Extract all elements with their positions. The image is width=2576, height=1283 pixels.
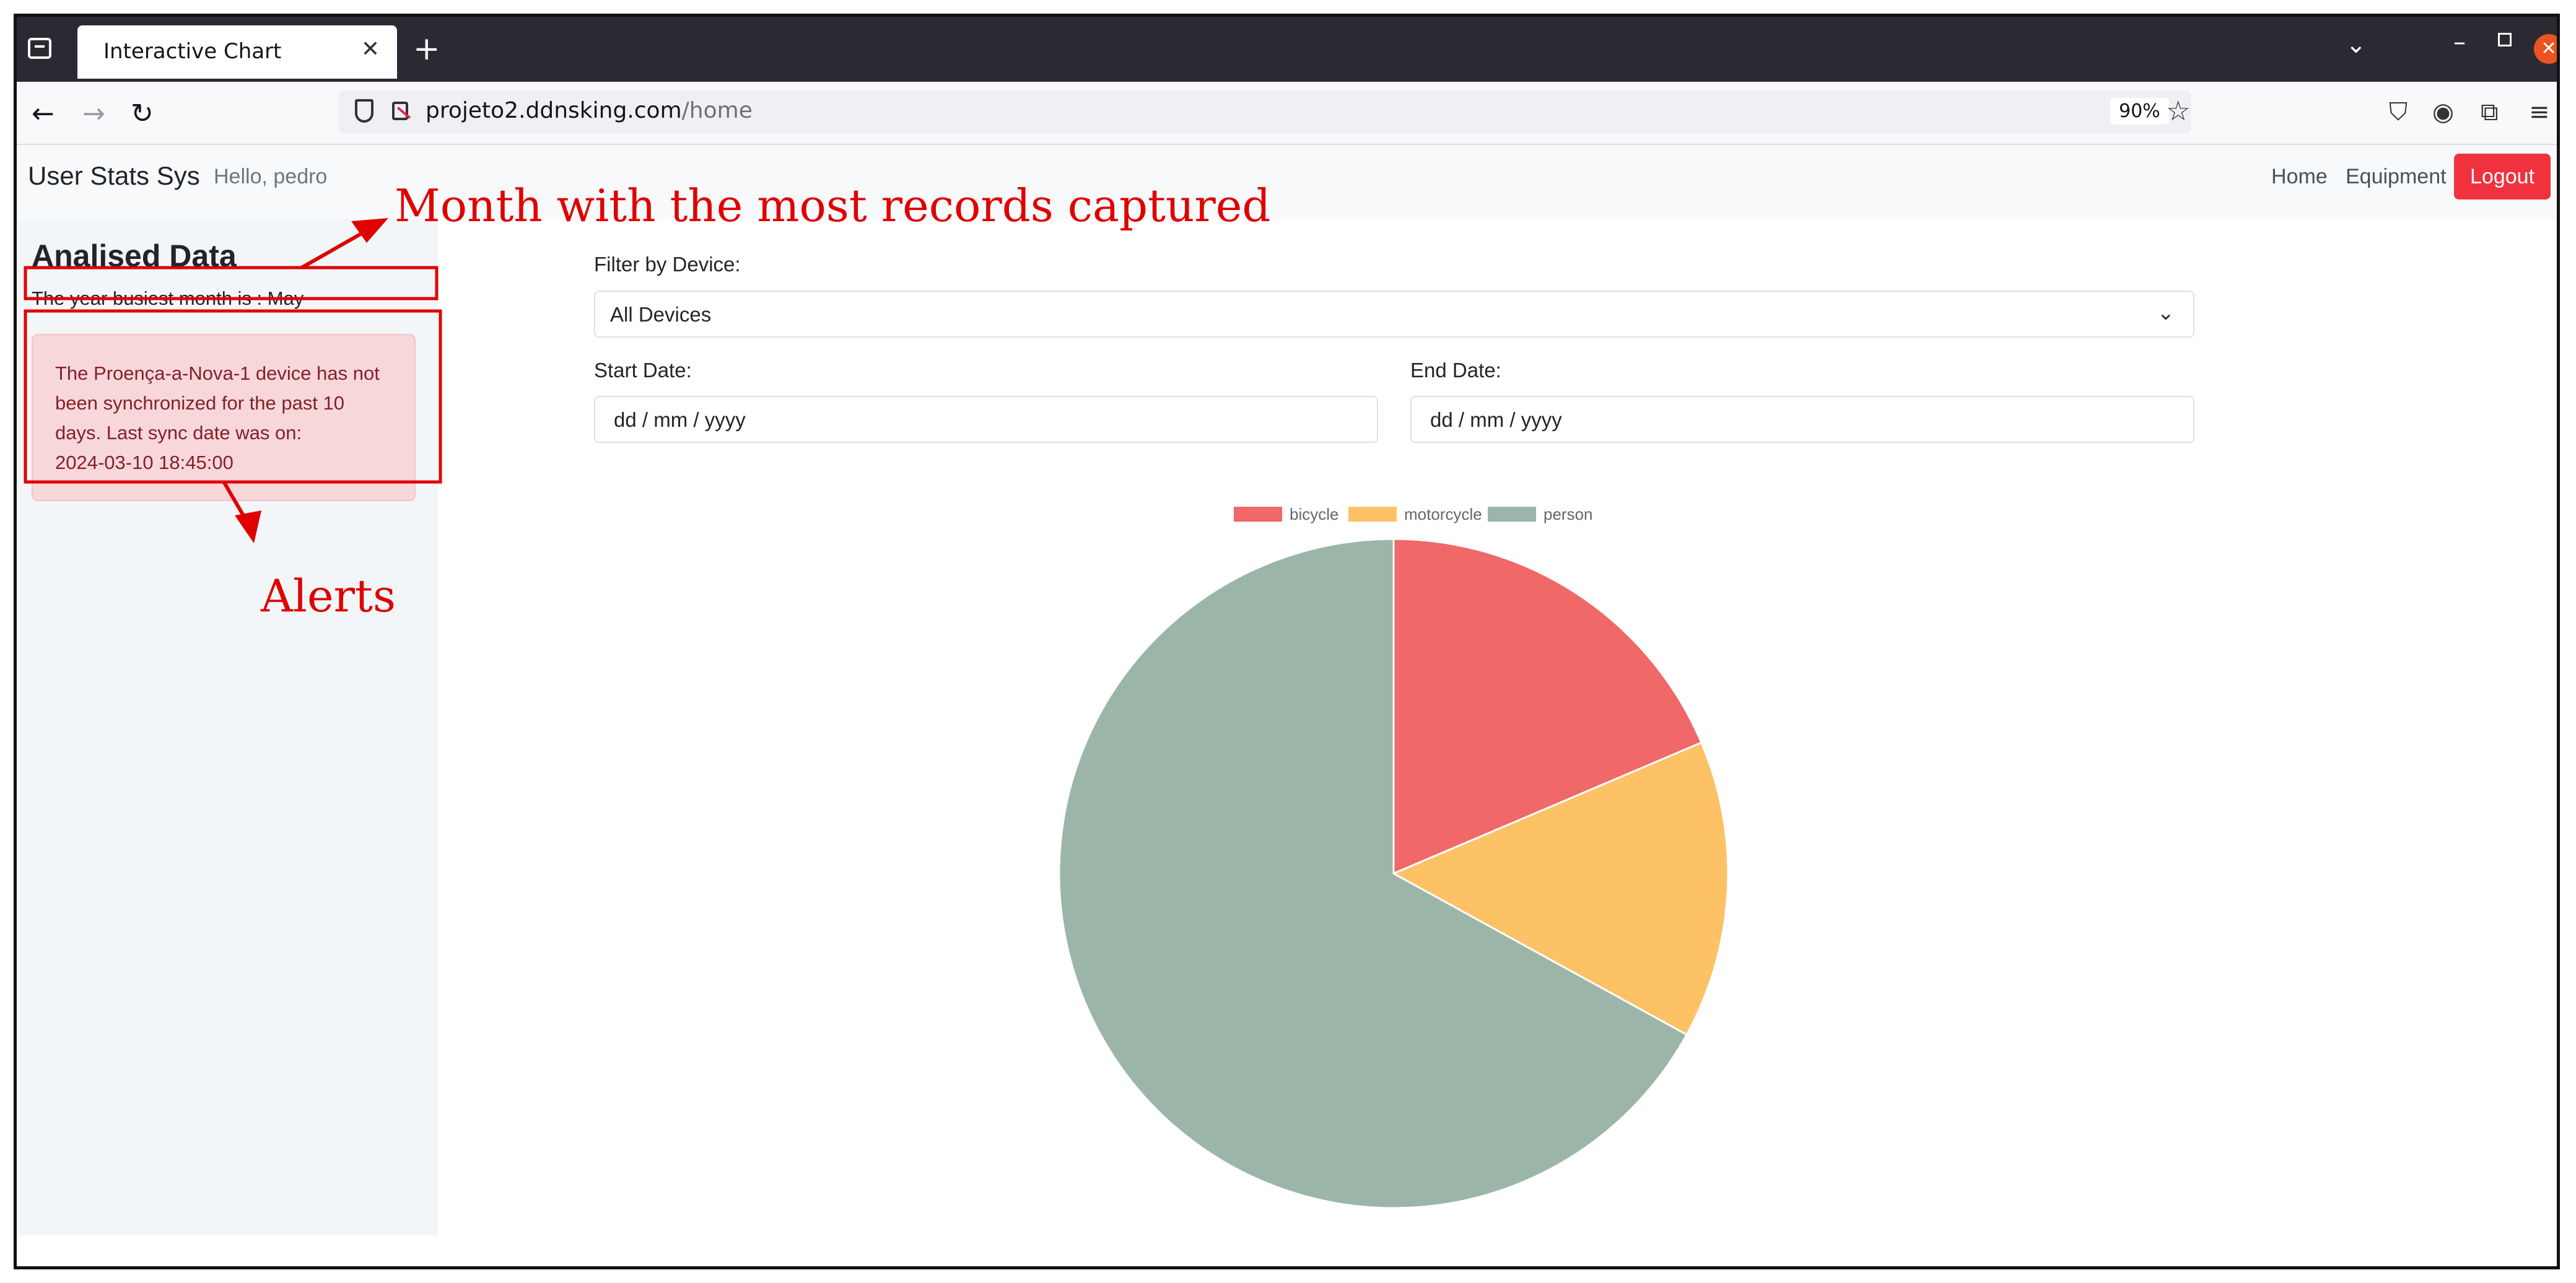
bookmark-star-icon[interactable]: ☆ (2166, 95, 2191, 127)
end-date-label: End Date: (1410, 359, 1501, 382)
url-host: projeto2.ddnsking.com (426, 98, 682, 123)
tab-list-chevron-icon[interactable]: ⌄ (2346, 30, 2367, 59)
browser-tab[interactable]: Interactive Chart ✕ (77, 25, 397, 79)
legend-swatch-motorcycle[interactable] (1348, 507, 1397, 522)
shield-icon[interactable] (355, 99, 373, 123)
device-filter-label: Filter by Device: (594, 253, 741, 276)
tab-overview-icon[interactable] (28, 35, 56, 60)
start-date-label: Start Date: (594, 359, 692, 382)
url-bar[interactable]: projeto2.ddnsking.com/home 90% ☆ (339, 90, 2191, 134)
pie-chart[interactable]: bicycle motorcycle person (17, 145, 2560, 1269)
start-date-placeholder: dd / mm / yyyy (614, 408, 746, 431)
end-date-placeholder: dd / mm / yyyy (1430, 408, 1562, 431)
device-select[interactable]: All Devices ⌄ (594, 291, 2194, 338)
legend-label-motorcycle[interactable]: motorcycle (1404, 505, 1482, 523)
end-date-input[interactable]: dd / mm / yyyy (1410, 396, 2194, 443)
nav-link-equipment[interactable]: Equipment (2346, 165, 2447, 188)
forward-arrow-icon[interactable]: → (82, 98, 105, 129)
legend-label-person[interactable]: person (1543, 505, 1593, 523)
reload-icon[interactable]: ↻ (131, 98, 154, 129)
web-page: User Stats Sys Hello, pedro Home Equipme… (17, 145, 2557, 1266)
tab-close-icon[interactable]: ✕ (360, 37, 380, 62)
url-path: /home (681, 98, 753, 123)
pie-slice-person[interactable] (1058, 538, 1688, 1209)
brand-name[interactable]: User Stats Sys (28, 161, 200, 190)
insecure-lock-icon[interactable] (392, 102, 408, 120)
tab-title: Interactive Chart (103, 39, 282, 64)
browser-titlebar: Interactive Chart ✕ + ⌄ – ✕ (17, 17, 2557, 82)
window-close-icon[interactable]: ✕ (2534, 34, 2557, 64)
app-navbar: User Stats Sys Hello, pedro Home Equipme… (17, 145, 2557, 219)
window-minimize-icon[interactable]: – (2453, 28, 2466, 56)
user-greeting: Hello, pedro (214, 165, 328, 188)
nav-link-home[interactable]: Home (2271, 165, 2328, 188)
back-arrow-icon[interactable]: ← (32, 98, 55, 129)
browser-navbar: ← → ↻ projeto2.ddnsking.com/home 90% ☆ ⛉… (17, 82, 2557, 145)
zoom-level-badge[interactable]: 90% (2110, 98, 2169, 125)
start-date-input[interactable]: dd / mm / yyyy (594, 396, 1378, 443)
chevron-down-icon: ⌄ (2157, 301, 2175, 325)
account-icon[interactable]: ◉ (2432, 98, 2454, 126)
logout-button[interactable]: Logout (2454, 154, 2551, 199)
pie-slice-bicycle[interactable] (1392, 538, 1703, 875)
url-text: projeto2.ddnsking.com/home (426, 98, 753, 123)
device-select-value: All Devices (610, 303, 712, 326)
legend-swatch-bicycle[interactable] (1234, 507, 1282, 522)
hamburger-menu-icon[interactable]: ≡ (2529, 98, 2550, 126)
pocket-icon[interactable]: ⛉ (2389, 98, 2408, 126)
legend-swatch-person[interactable] (1488, 507, 1536, 522)
pie-slice-motorcycle[interactable] (1391, 741, 1729, 1036)
screenshot-frame: Interactive Chart ✕ + ⌄ – ✕ ← → ↻ projet… (14, 14, 2560, 1269)
window-restore-icon[interactable] (2498, 33, 2512, 46)
new-tab-icon[interactable]: + (413, 30, 440, 68)
extensions-icon[interactable]: ⧉ (2481, 98, 2499, 126)
legend-label-bicycle[interactable]: bicycle (1290, 505, 1338, 523)
